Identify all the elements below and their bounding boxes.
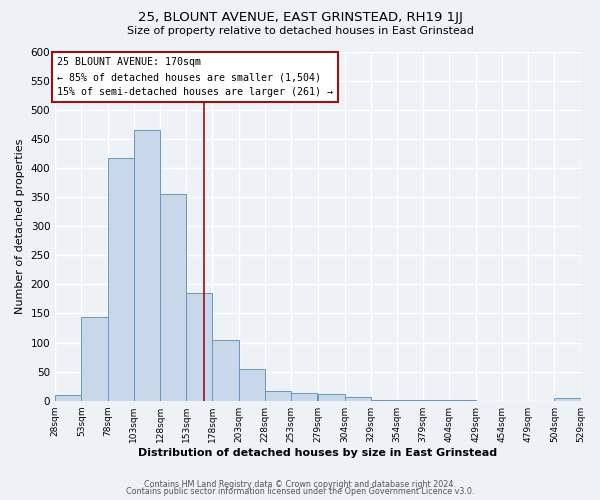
Text: Contains public sector information licensed under the Open Government Licence v3: Contains public sector information licen… [126, 488, 474, 496]
Bar [186, 293, 212, 401]
Y-axis label: Number of detached properties: Number of detached properties [15, 138, 25, 314]
Bar [319, 394, 344, 400]
Bar [160, 194, 186, 400]
Bar [344, 396, 371, 400]
Bar [265, 391, 291, 400]
Text: Size of property relative to detached houses in East Grinstead: Size of property relative to detached ho… [127, 26, 473, 36]
X-axis label: Distribution of detached houses by size in East Grinstead: Distribution of detached houses by size … [138, 448, 497, 458]
Bar [107, 158, 134, 400]
Text: 25 BLOUNT AVENUE: 170sqm
← 85% of detached houses are smaller (1,504)
15% of sem: 25 BLOUNT AVENUE: 170sqm ← 85% of detach… [57, 58, 333, 97]
Bar [291, 393, 317, 400]
Bar [134, 130, 160, 400]
Bar [82, 318, 107, 400]
Text: 25, BLOUNT AVENUE, EAST GRINSTEAD, RH19 1JJ: 25, BLOUNT AVENUE, EAST GRINSTEAD, RH19 … [137, 11, 463, 24]
Bar [554, 398, 581, 400]
Bar [239, 368, 265, 400]
Bar [212, 340, 239, 400]
Text: Contains HM Land Registry data © Crown copyright and database right 2024.: Contains HM Land Registry data © Crown c… [144, 480, 456, 489]
Bar [55, 395, 82, 400]
